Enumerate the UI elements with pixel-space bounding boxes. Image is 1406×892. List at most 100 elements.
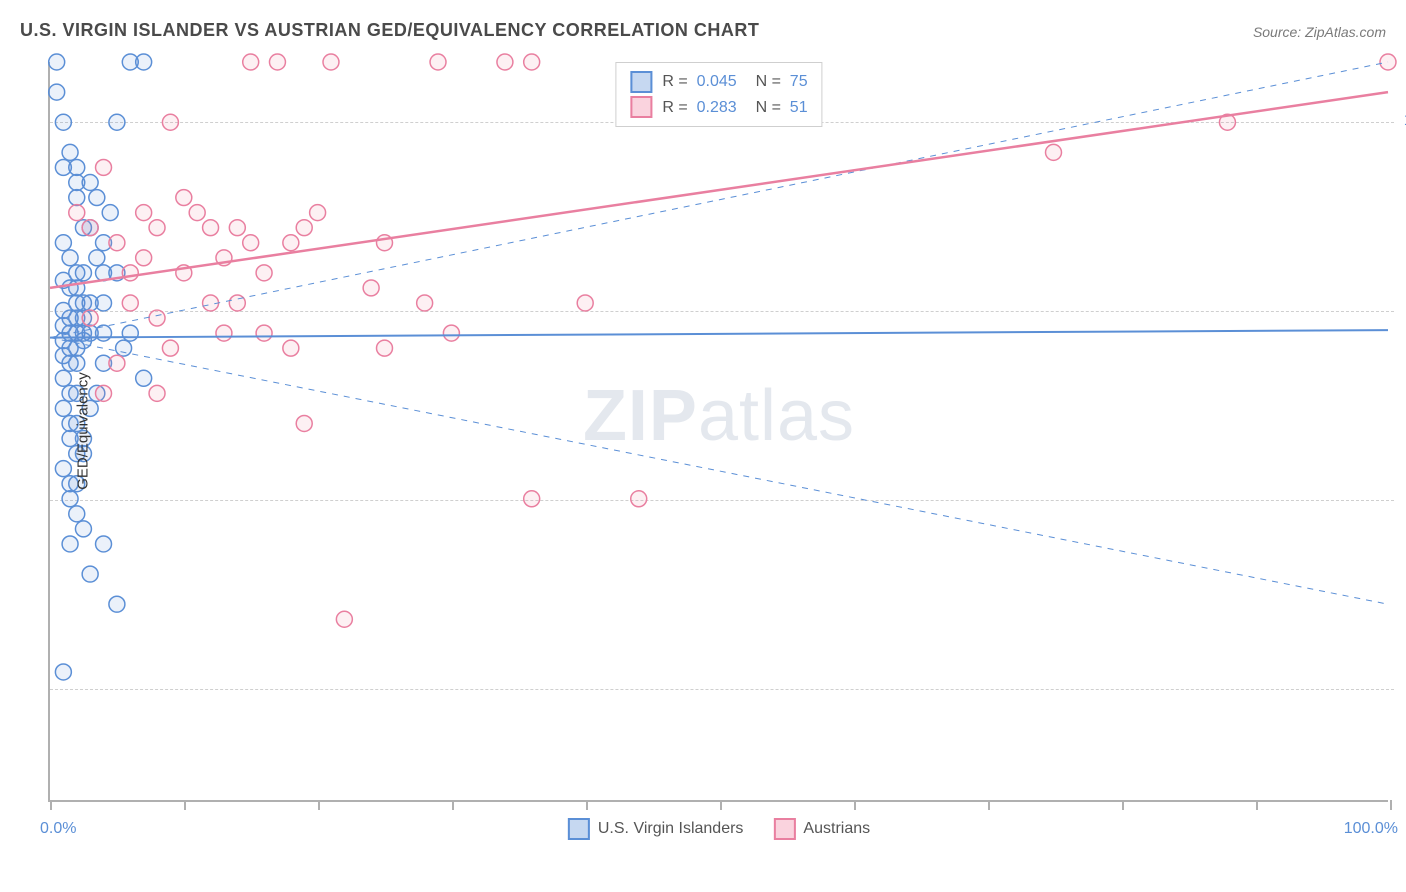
data-point (69, 506, 85, 522)
data-point (82, 310, 98, 326)
data-point (1046, 144, 1062, 160)
y-tick-label: 75.0% (1398, 490, 1406, 508)
data-point (55, 235, 71, 251)
data-point (49, 84, 65, 100)
data-point (96, 536, 112, 552)
data-point (75, 265, 91, 281)
chart-container: U.S. VIRGIN ISLANDER VS AUSTRIAN GED/EQU… (0, 0, 1406, 892)
y-tick-label: 87.5% (1398, 301, 1406, 319)
data-point (122, 325, 138, 341)
data-point (189, 205, 205, 221)
legend-n-text: N = 51 (747, 95, 808, 121)
chart-title: U.S. VIRGIN ISLANDER VS AUSTRIAN GED/EQU… (20, 20, 759, 41)
legend-swatch (630, 96, 652, 118)
legend-row: R = 0.045 N = 75 (630, 69, 807, 95)
data-point (631, 491, 647, 507)
x-axis-max-label: 100.0% (1344, 820, 1398, 838)
data-point (149, 385, 165, 401)
data-point (55, 370, 71, 386)
x-tick (452, 800, 454, 810)
data-point (109, 596, 125, 612)
data-point (283, 340, 299, 356)
data-point (69, 190, 85, 206)
legend-series: U.S. Virgin Islanders Austrians (568, 818, 870, 840)
x-tick (586, 800, 588, 810)
data-point (136, 370, 152, 386)
data-point (417, 295, 433, 311)
trend-line (50, 338, 1388, 605)
y-tick-label: 100.0% (1398, 112, 1406, 130)
data-point (49, 54, 65, 70)
data-point (176, 190, 192, 206)
legend-series-item: U.S. Virgin Islanders (568, 818, 744, 840)
data-point (296, 220, 312, 236)
data-point (443, 325, 459, 341)
data-point (62, 144, 78, 160)
chart-svg (50, 62, 1388, 800)
data-point (122, 265, 138, 281)
data-point (62, 536, 78, 552)
legend-series-item: Austrians (773, 818, 870, 840)
data-point (122, 295, 138, 311)
x-tick (1390, 800, 1392, 810)
data-point (109, 114, 125, 130)
data-point (109, 355, 125, 371)
legend-r-text: R = 0.283 (662, 95, 736, 121)
data-point (69, 355, 85, 371)
source-credit: Source: ZipAtlas.com (1253, 24, 1386, 40)
data-point (102, 205, 118, 221)
data-point (323, 54, 339, 70)
data-point (216, 325, 232, 341)
data-point (62, 250, 78, 266)
data-point (69, 175, 85, 191)
data-point (96, 385, 112, 401)
data-point (203, 220, 219, 236)
data-point (89, 190, 105, 206)
data-point (96, 159, 112, 175)
data-point (229, 220, 245, 236)
x-tick (854, 800, 856, 810)
data-point (243, 235, 259, 251)
data-point (256, 265, 272, 281)
legend-r-text: R = 0.045 (662, 69, 736, 95)
data-point (55, 159, 71, 175)
data-point (149, 310, 165, 326)
data-point (363, 280, 379, 296)
data-point (55, 400, 71, 416)
data-point (69, 205, 85, 221)
data-point (75, 521, 91, 537)
trend-line (50, 330, 1388, 338)
data-point (136, 54, 152, 70)
x-tick (50, 800, 52, 810)
data-point (82, 566, 98, 582)
x-tick (318, 800, 320, 810)
data-point (524, 491, 540, 507)
data-point (377, 340, 393, 356)
data-point (109, 235, 125, 251)
legend-correlation: R = 0.045 N = 75R = 0.283 N = 51 (615, 62, 822, 127)
data-point (243, 54, 259, 70)
data-point (269, 54, 285, 70)
data-point (497, 54, 513, 70)
data-point (75, 333, 91, 349)
data-point (310, 205, 326, 221)
data-point (55, 114, 71, 130)
x-tick (988, 800, 990, 810)
legend-swatch (568, 818, 590, 840)
data-point (256, 325, 272, 341)
data-point (62, 491, 78, 507)
legend-series-label: U.S. Virgin Islanders (598, 820, 744, 838)
y-tick-label: 62.5% (1398, 679, 1406, 697)
data-point (577, 295, 593, 311)
x-tick (1122, 800, 1124, 810)
legend-swatch (773, 818, 795, 840)
plot-area: ZIPatlas 62.5%75.0%87.5%100.0% R = 0.045… (48, 62, 1388, 802)
data-point (336, 611, 352, 627)
legend-row: R = 0.283 N = 51 (630, 95, 807, 121)
data-point (162, 114, 178, 130)
data-point (430, 54, 446, 70)
data-point (96, 295, 112, 311)
data-point (116, 340, 132, 356)
data-point (89, 250, 105, 266)
x-tick (184, 800, 186, 810)
